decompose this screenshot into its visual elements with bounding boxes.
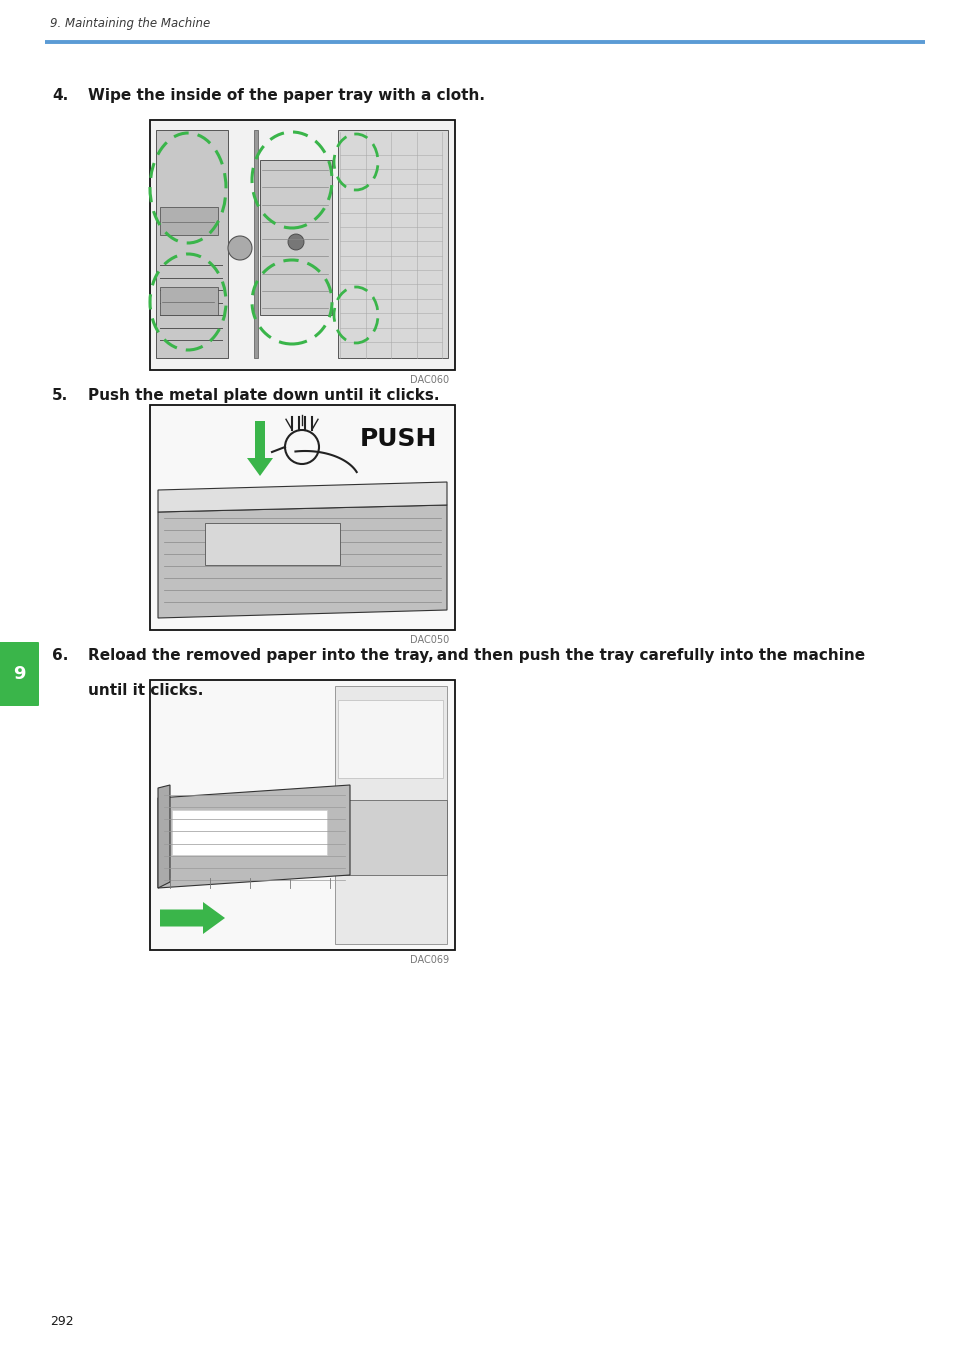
FancyBboxPatch shape [0, 642, 39, 706]
Text: 9: 9 [12, 665, 25, 683]
Polygon shape [158, 481, 447, 511]
FancyBboxPatch shape [335, 800, 447, 874]
FancyBboxPatch shape [150, 405, 455, 630]
FancyArrow shape [247, 422, 273, 476]
FancyBboxPatch shape [254, 131, 258, 358]
Text: until it clicks.: until it clicks. [88, 683, 203, 698]
Text: DAC069: DAC069 [409, 955, 449, 966]
Text: Wipe the inside of the paper tray with a cloth.: Wipe the inside of the paper tray with a… [88, 88, 485, 103]
FancyBboxPatch shape [150, 680, 455, 951]
FancyBboxPatch shape [150, 120, 455, 370]
Text: 9. Maintaining the Machine: 9. Maintaining the Machine [50, 18, 210, 30]
Text: Push the metal plate down until it clicks.: Push the metal plate down until it click… [88, 388, 439, 403]
Text: 6.: 6. [52, 647, 68, 664]
FancyBboxPatch shape [260, 160, 332, 316]
Polygon shape [158, 785, 350, 888]
Text: DAC060: DAC060 [409, 375, 449, 385]
Text: DAC050: DAC050 [409, 635, 449, 645]
Text: PUSH: PUSH [360, 427, 437, 452]
FancyBboxPatch shape [338, 131, 448, 358]
Text: 4.: 4. [52, 88, 68, 103]
FancyArrow shape [160, 902, 225, 934]
Polygon shape [158, 505, 447, 617]
FancyBboxPatch shape [160, 287, 218, 316]
Text: 292: 292 [50, 1315, 74, 1327]
Circle shape [288, 234, 304, 250]
Text: 5.: 5. [52, 388, 68, 403]
FancyBboxPatch shape [335, 685, 447, 944]
FancyBboxPatch shape [338, 700, 443, 778]
Polygon shape [158, 785, 170, 888]
FancyBboxPatch shape [156, 131, 228, 358]
FancyBboxPatch shape [205, 524, 340, 564]
FancyBboxPatch shape [160, 207, 218, 235]
FancyBboxPatch shape [172, 811, 327, 855]
Circle shape [228, 237, 252, 260]
Text: Reload the removed paper into the tray, and then push the tray carefully into th: Reload the removed paper into the tray, … [88, 647, 865, 664]
